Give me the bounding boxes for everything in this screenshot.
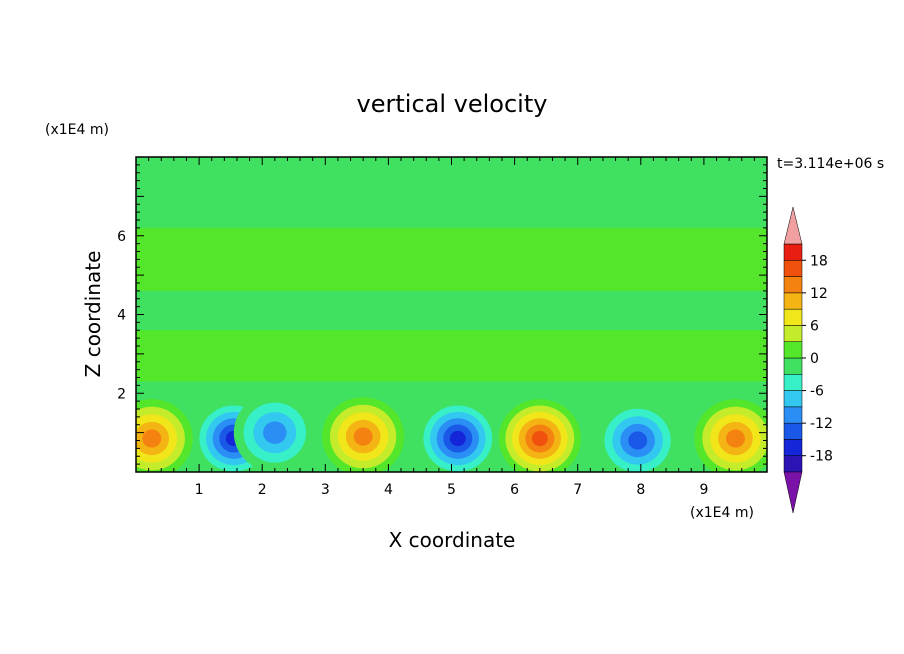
x-tick-label: 5: [447, 482, 456, 498]
colorbar-tick-labels: -18 -12 -6 0 6 12 18: [802, 253, 833, 465]
x-tick-label: 1: [195, 482, 204, 498]
colorbar-max-arrow: [783, 206, 803, 245]
x-tick-label: 8: [636, 482, 645, 498]
x-tick-label: 2: [258, 482, 267, 498]
colorbar-swatch: [783, 374, 803, 391]
x-axis-label: X coordinate: [389, 528, 516, 552]
x-tick-label: 6: [510, 482, 519, 498]
field-layer: [136, 330, 767, 382]
colorbar-swatch: [783, 357, 803, 375]
colorbar-tick-label: 0: [810, 351, 819, 367]
colorbar-swatch: [783, 260, 803, 277]
x-tick-label: 4: [384, 482, 393, 498]
colorbar: [783, 206, 803, 514]
x-tick-label: 7: [573, 482, 582, 498]
colorbar-swatch: [783, 390, 803, 408]
field-layer: [136, 227, 767, 291]
y-tick-label: 2: [117, 386, 126, 402]
colorbar-tick-label: 6: [810, 318, 819, 334]
x-tick-labels: 1 2 3 4 5 6 7 8 9: [195, 482, 709, 498]
colorbar-swatch: [783, 439, 803, 456]
cell-contour: [142, 429, 162, 448]
cell-contour: [263, 421, 287, 444]
colorbar-swatch: [783, 406, 803, 424]
y-unit-label: (x1E4 m): [45, 122, 109, 138]
colorbar-tick-label: 18: [810, 253, 828, 269]
colorbar-tick-label: -6: [810, 384, 824, 400]
colorbar-swatch: [783, 276, 803, 294]
x-unit-label: (x1E4 m): [690, 505, 754, 521]
y-tick-label: 4: [117, 308, 126, 324]
colorbar-swatch: [783, 308, 803, 326]
x-tick-label: 9: [699, 482, 708, 498]
colorbar-swatch: [783, 325, 803, 342]
colorbar-swatch: [783, 292, 803, 310]
time-label: t=3.114e+06 s: [777, 156, 884, 172]
colorbar-tick-label: -12: [810, 416, 833, 432]
chart-title: vertical velocity: [357, 90, 548, 118]
cell-contour: [725, 429, 745, 448]
cell-contour: [353, 427, 373, 446]
colorbar-min-arrow: [783, 471, 803, 514]
colorbar-swatch: [783, 243, 803, 261]
velocity-field: [136, 157, 767, 472]
plot-frame: [135, 156, 768, 473]
colorbar-tick-label: -18: [810, 449, 833, 465]
cell-contour: [628, 431, 648, 450]
colorbar-swatch: [783, 422, 803, 440]
colorbar-swatch: [783, 341, 803, 359]
colorbar-tick-label: 12: [810, 286, 828, 302]
y-tick-label: 6: [117, 229, 126, 245]
colorbar-swatch: [783, 455, 803, 473]
cell-contour: [449, 430, 466, 447]
y-tick-labels: 2 4 6: [117, 229, 126, 403]
cell-contour: [531, 430, 548, 447]
x-tick-label: 3: [321, 482, 330, 498]
y-axis-label: Z coordinate: [81, 251, 105, 378]
